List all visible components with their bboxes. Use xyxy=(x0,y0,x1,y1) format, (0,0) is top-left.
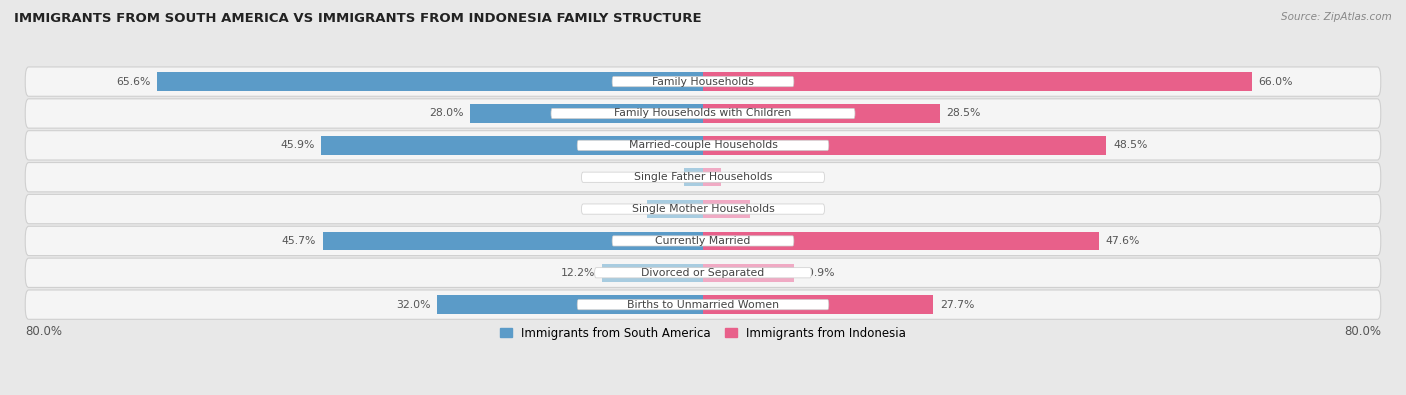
Bar xyxy=(703,295,934,314)
Text: Source: ZipAtlas.com: Source: ZipAtlas.com xyxy=(1281,12,1392,22)
Bar xyxy=(703,136,1107,154)
Text: 80.0%: 80.0% xyxy=(25,325,62,338)
Bar xyxy=(157,72,703,91)
FancyBboxPatch shape xyxy=(582,204,824,214)
Text: Births to Unmarried Women: Births to Unmarried Women xyxy=(627,300,779,310)
FancyBboxPatch shape xyxy=(578,299,828,310)
Text: Divorced or Separated: Divorced or Separated xyxy=(641,268,765,278)
Bar xyxy=(703,168,721,186)
Bar xyxy=(683,168,703,186)
Text: 45.7%: 45.7% xyxy=(283,236,316,246)
Text: 47.6%: 47.6% xyxy=(1105,236,1140,246)
FancyBboxPatch shape xyxy=(612,77,794,87)
Text: IMMIGRANTS FROM SOUTH AMERICA VS IMMIGRANTS FROM INDONESIA FAMILY STRUCTURE: IMMIGRANTS FROM SOUTH AMERICA VS IMMIGRA… xyxy=(14,12,702,25)
Text: Married-couple Households: Married-couple Households xyxy=(628,140,778,150)
Text: Family Households with Children: Family Households with Children xyxy=(614,109,792,118)
Text: 48.5%: 48.5% xyxy=(1114,140,1147,150)
FancyBboxPatch shape xyxy=(25,67,1381,96)
FancyBboxPatch shape xyxy=(578,140,828,150)
Text: 6.7%: 6.7% xyxy=(613,204,641,214)
Text: 32.0%: 32.0% xyxy=(395,300,430,310)
Text: 65.6%: 65.6% xyxy=(117,77,150,87)
Text: 10.9%: 10.9% xyxy=(800,268,835,278)
Bar xyxy=(703,72,1251,91)
Text: 27.7%: 27.7% xyxy=(941,300,974,310)
Text: Single Father Households: Single Father Households xyxy=(634,172,772,182)
FancyBboxPatch shape xyxy=(595,268,811,278)
FancyBboxPatch shape xyxy=(25,258,1381,288)
FancyBboxPatch shape xyxy=(582,172,824,182)
Text: 80.0%: 80.0% xyxy=(1344,325,1381,338)
Bar xyxy=(470,104,703,123)
Text: 12.2%: 12.2% xyxy=(561,268,595,278)
FancyBboxPatch shape xyxy=(25,163,1381,192)
Text: 45.9%: 45.9% xyxy=(280,140,315,150)
Bar xyxy=(703,232,1099,250)
Bar xyxy=(323,232,703,250)
Text: Currently Married: Currently Married xyxy=(655,236,751,246)
FancyBboxPatch shape xyxy=(551,108,855,118)
Legend: Immigrants from South America, Immigrants from Indonesia: Immigrants from South America, Immigrant… xyxy=(501,327,905,340)
Bar xyxy=(437,295,703,314)
Bar xyxy=(703,104,941,123)
Text: Family Households: Family Households xyxy=(652,77,754,87)
Text: 2.2%: 2.2% xyxy=(728,172,755,182)
Bar xyxy=(703,263,793,282)
Text: 5.7%: 5.7% xyxy=(756,204,785,214)
Text: 2.3%: 2.3% xyxy=(650,172,678,182)
Bar xyxy=(602,263,703,282)
Text: Single Mother Households: Single Mother Households xyxy=(631,204,775,214)
Text: 28.0%: 28.0% xyxy=(429,109,464,118)
FancyBboxPatch shape xyxy=(612,236,794,246)
FancyBboxPatch shape xyxy=(25,226,1381,256)
FancyBboxPatch shape xyxy=(25,131,1381,160)
FancyBboxPatch shape xyxy=(25,290,1381,319)
Bar xyxy=(322,136,703,154)
Bar xyxy=(703,200,751,218)
FancyBboxPatch shape xyxy=(25,194,1381,224)
Text: 66.0%: 66.0% xyxy=(1258,77,1294,87)
Text: 28.5%: 28.5% xyxy=(946,109,981,118)
FancyBboxPatch shape xyxy=(25,99,1381,128)
Bar xyxy=(647,200,703,218)
